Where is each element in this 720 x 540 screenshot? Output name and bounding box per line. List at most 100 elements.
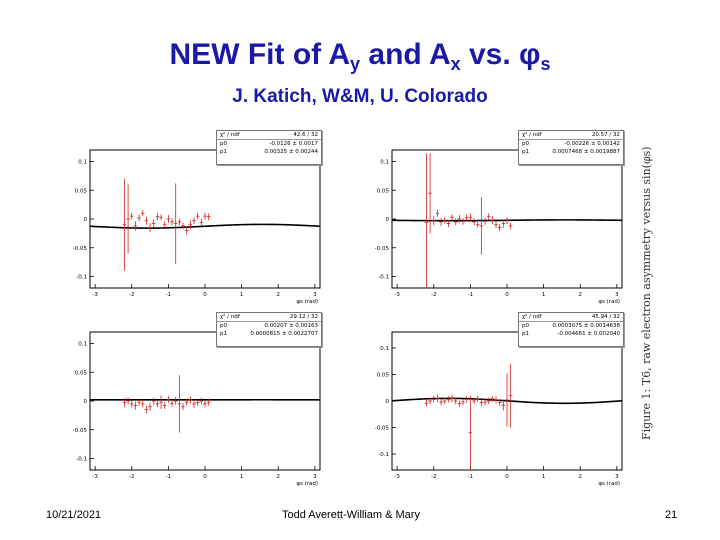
x-tick-label: 3 (615, 292, 619, 298)
fit-stats-key: p0 (220, 323, 227, 329)
y-tick-label: 0 (84, 399, 88, 405)
fit-stats-value: -0.00226 ± 0.00142 (564, 141, 620, 147)
x-tick-label: 2 (578, 474, 582, 480)
plot-panel-bottom-right: -0.1 -0.05 0 0.05 0.1 -3 -2 -1 0 1 2 3 φs (rad) χ² / … (374, 310, 634, 495)
fit-stats-row: p0 0.00207 ± 0.00163 (217, 322, 321, 330)
y-tick-label: 0 (84, 217, 88, 223)
y-tick-label: 0 (386, 399, 390, 405)
fit-stats-key: p1 (522, 331, 529, 337)
fit-stats-key: p0 (522, 141, 529, 147)
fit-stats-row: χ² / ndf 45.94 / 32 (519, 313, 623, 322)
scatter-plot-3: -0.1 -0.05 0 0.05 0.1 -3 -2 -1 0 1 2 3φs (rad) (375, 331, 623, 487)
fit-stats-value: 0.00325 ± 0.00244 (264, 149, 318, 155)
fit-stats-row: χ² / ndf 20.57 / 32 (519, 131, 623, 140)
fit-stats-value: 0.0000815 ± 0.0022707 (250, 331, 318, 337)
footer-author: Todd Averett-William & Mary (282, 509, 420, 521)
fit-stats-key: χ² / ndf (220, 132, 240, 138)
y-tick-label: -0.1 (378, 275, 389, 281)
x-tick-label: -1 (166, 474, 171, 480)
fit-stats-value: 0.0003075 ± 0.0014638 (552, 323, 620, 329)
fit-stats-key: χ² / ndf (522, 314, 542, 320)
fit-stats-value: 29.12 / 32 (289, 314, 318, 320)
fit-stats-value: -0.0126 ± 0.0017 (269, 141, 318, 147)
x-tick-label: -3 (394, 474, 400, 480)
plot-panel-top-left: -0.1 -0.05 0 0.05 0.1 -3 -2 -1 0 1 2 3 φs (rad) χ² / … (72, 128, 332, 313)
fit-stats-row: χ² / ndf 29.12 / 32 (217, 313, 321, 322)
x-tick-label: 0 (505, 292, 509, 298)
fit-stats-row: p0 0.0003075 ± 0.0014638 (519, 322, 623, 330)
y-tick-label: -0.05 (73, 428, 88, 434)
fit-stats-key: p0 (522, 323, 529, 329)
fit-stats-box: χ² / ndf 20.57 / 32 p0 -0.00226 ± 0.00142 p1… (518, 130, 624, 165)
x-tick-label: 0 (203, 292, 207, 298)
x-tick-label: 2 (578, 292, 582, 298)
x-tick-label: -1 (468, 474, 473, 480)
fit-stats-value: -0.004661 ± 0.002040 (557, 331, 620, 337)
fit-stats-box: χ² / ndf 29.12 / 32 p0 0.00207 ± 0.00163 p1 0… (216, 312, 322, 347)
x-tick-label: 3 (313, 474, 317, 480)
x-tick-label: 0 (505, 474, 509, 480)
fit-stats-row: p1 0.0000815 ± 0.0022707 (217, 330, 321, 338)
x-tick-label: 2 (276, 292, 280, 298)
fit-stats-row: p0 -0.00226 ± 0.00142 (519, 140, 623, 148)
y-tick-label: 0.05 (75, 370, 88, 376)
x-tick-label: 3 (313, 292, 317, 298)
figure-caption: Figure 1: T6, raw electron asymmetry ver… (640, 146, 653, 440)
y-tick-label: 0.1 (380, 160, 389, 166)
y-tick-label: 0.05 (377, 372, 390, 378)
fit-stats-key: p1 (522, 149, 529, 155)
y-tick-label: 0.05 (377, 188, 390, 194)
fit-stats-row: p0 -0.0126 ± 0.0017 (217, 140, 321, 148)
x-tick-label: -2 (129, 474, 134, 480)
x-axis-label: φs (rad) (598, 299, 620, 305)
y-tick-label: 0.1 (380, 346, 389, 352)
y-tick-label: 0.1 (78, 342, 87, 348)
x-tick-label: -2 (431, 292, 436, 298)
plot-panel-bottom-left: -0.1 -0.05 0 0.05 0.1 -3 -2 -1 0 1 2 3 φs (rad) χ² / … (72, 310, 332, 495)
fit-stats-value: 0.0007468 ± 0.0019887 (552, 149, 620, 155)
scatter-plot-0: -0.1 -0.05 0 0.05 0.1 -3 -2 -1 0 1 2 3φs (rad) (73, 149, 321, 305)
fit-stats-value: 45.94 / 32 (591, 314, 620, 320)
fit-stats-value: 20.57 / 32 (591, 132, 620, 138)
fit-stats-key: χ² / ndf (220, 314, 240, 320)
x-tick-label: 3 (615, 474, 619, 480)
fit-stats-row: p1 -0.004661 ± 0.002040 (519, 330, 623, 338)
fit-stats-key: χ² / ndf (522, 132, 542, 138)
x-tick-label: 2 (276, 474, 280, 480)
fit-stats-box: χ² / ndf 45.94 / 32 p0 0.0003075 ± 0.001463… (518, 312, 624, 347)
x-tick-label: -3 (92, 474, 98, 480)
fit-stats-value: 0.00207 ± 0.00163 (264, 323, 318, 329)
x-axis-label: φs (rad) (296, 299, 318, 305)
slide-title: NEW Fit of Ay and Ax vs. φs (169, 38, 551, 74)
x-axis-label: φs (rad) (296, 481, 318, 487)
fit-stats-value: 42.6 / 32 (293, 132, 318, 138)
y-tick-label: 0.05 (75, 188, 88, 194)
x-tick-label: -1 (166, 292, 171, 298)
y-tick-label: 0.1 (78, 160, 87, 166)
fit-stats-key: p1 (220, 331, 227, 337)
footer-date: 10/21/2021 (46, 509, 102, 521)
fit-stats-box: χ² / ndf 42.6 / 32 p0 -0.0126 ± 0.0017 p1 0.0… (216, 130, 322, 165)
fit-stats-row: p1 0.00325 ± 0.00244 (217, 148, 321, 156)
x-tick-label: 0 (203, 474, 207, 480)
y-tick-label: -0.1 (76, 457, 87, 463)
x-tick-label: 1 (240, 474, 244, 480)
fit-stats-row: p1 0.0007468 ± 0.0019887 (519, 148, 623, 156)
x-tick-label: -2 (129, 292, 134, 298)
plot-panel-top-right: -0.1 -0.05 0 0.05 0.1 -3 -2 -1 0 1 2 3 φs (rad) χ² / … (374, 128, 634, 313)
y-tick-label: -0.05 (375, 246, 390, 252)
x-axis-label: φs (rad) (598, 481, 620, 487)
y-tick-label: -0.1 (378, 452, 389, 458)
scatter-plot-2: -0.1 -0.05 0 0.05 0.1 -3 -2 -1 0 1 2 3φs (rad) (73, 331, 321, 487)
x-tick-label: -1 (468, 292, 473, 298)
slide-subtitle: J. Katich, W&M, U. Colorado (232, 86, 488, 107)
y-tick-label: -0.1 (76, 275, 87, 281)
fit-stats-row: χ² / ndf 42.6 / 32 (217, 131, 321, 140)
x-tick-label: -3 (394, 292, 400, 298)
x-tick-label: -3 (92, 292, 98, 298)
x-tick-label: 1 (240, 292, 244, 298)
footer-page-number: 21 (665, 509, 678, 521)
scatter-plot-1: -0.1 -0.05 0 0.05 0.1 -3 -2 -1 0 1 2 3φs (rad) (375, 149, 623, 305)
x-tick-label: 1 (542, 292, 546, 298)
x-tick-label: 1 (542, 474, 546, 480)
